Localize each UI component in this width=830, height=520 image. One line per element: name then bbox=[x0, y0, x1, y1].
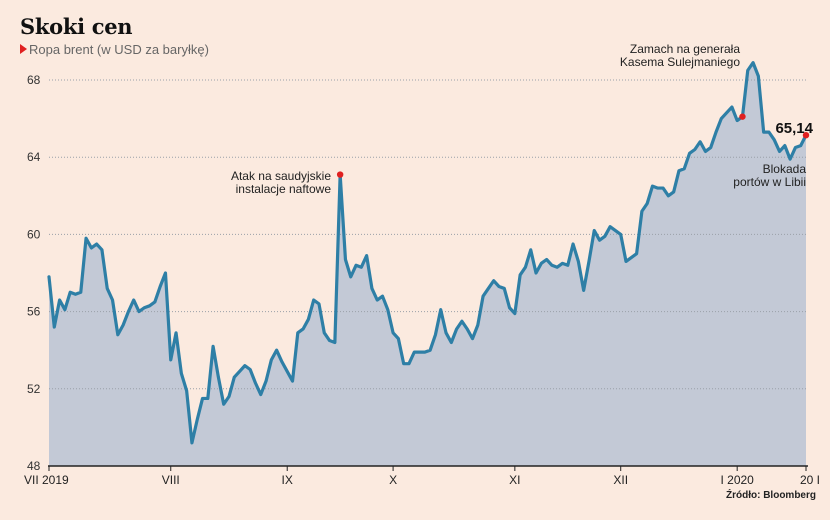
area-fill bbox=[49, 62, 806, 466]
chart-title: Skoki cen bbox=[20, 14, 133, 39]
y-tick-label: 60 bbox=[27, 227, 41, 241]
annotation-label: portów w Libii bbox=[733, 175, 806, 189]
annotation-label: Kasema Sulejmaniego bbox=[620, 55, 740, 69]
chart-subtitle: Ropa brent (w USD za baryłkę) bbox=[20, 42, 209, 57]
annotation-marker bbox=[739, 113, 746, 120]
x-tick-label: XII bbox=[613, 473, 628, 487]
annotation-label: Zamach na generała bbox=[630, 42, 740, 56]
annotation-label: Atak na saudyjskie bbox=[231, 169, 331, 183]
x-tick-label: IX bbox=[282, 473, 293, 487]
triangle-marker-icon bbox=[20, 44, 27, 54]
x-tick-label: VIII bbox=[162, 473, 180, 487]
y-tick-label: 52 bbox=[27, 382, 41, 396]
y-tick-label: 64 bbox=[27, 150, 41, 164]
x-tick-label: 20 I bbox=[800, 473, 820, 487]
annotation-label: instalacje naftowe bbox=[236, 182, 332, 196]
x-tick-label: XI bbox=[509, 473, 520, 487]
y-tick-label: 56 bbox=[27, 305, 41, 319]
annotation-marker bbox=[802, 131, 810, 139]
subtitle-text: Ropa brent (w USD za baryłkę) bbox=[29, 42, 209, 57]
annotation-label: Blokada bbox=[763, 162, 807, 176]
x-tick-label: I 2020 bbox=[720, 473, 754, 487]
x-tick-label: VII 2019 bbox=[24, 473, 69, 487]
series-line bbox=[47, 61, 808, 445]
y-tick-label: 68 bbox=[27, 73, 41, 87]
source-note: Źródło: Bloomberg bbox=[726, 490, 816, 501]
end-value-label: 65,14 bbox=[775, 120, 813, 137]
annotation-marker bbox=[336, 171, 344, 178]
y-tick-label: 48 bbox=[27, 459, 41, 473]
x-tick-label: X bbox=[389, 473, 397, 487]
